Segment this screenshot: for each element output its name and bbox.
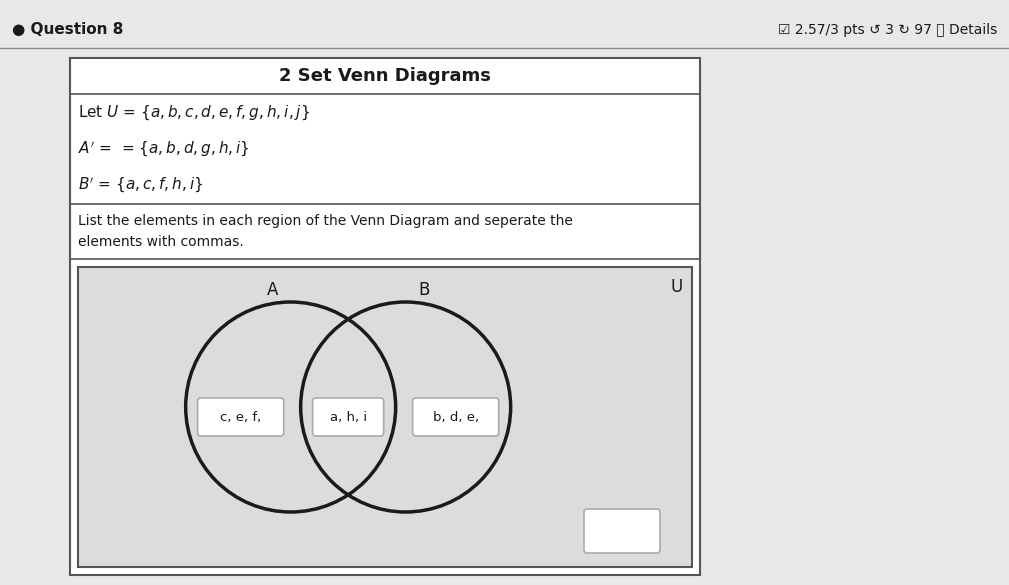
Text: A: A [267,281,278,299]
Text: $B'$ = {$a, c, f, h, i$}: $B'$ = {$a, c, f, h, i$} [78,176,203,195]
Text: c, e, f,: c, e, f, [220,411,261,424]
Text: b, d, e,: b, d, e, [433,411,478,424]
Text: 2 Set Venn Diagrams: 2 Set Venn Diagrams [279,67,491,85]
FancyBboxPatch shape [313,398,383,436]
Text: elements with commas.: elements with commas. [78,236,244,249]
FancyBboxPatch shape [413,398,498,436]
Text: a, h, i: a, h, i [330,411,366,424]
Text: B: B [418,281,430,299]
Bar [78,267,692,567]
Text: U: U [671,278,683,296]
Text: List the elements in each region of the Venn Diagram and seperate the: List the elements in each region of the … [78,214,573,228]
Text: $A'$ =  = {$a, b, d, g, h, i$}: $A'$ = = {$a, b, d, g, h, i$} [78,139,249,159]
FancyBboxPatch shape [584,509,660,553]
Text: ☑ 2.57/3 pts ↺ 3 ↻ 97 ⓘ Details: ☑ 2.57/3 pts ↺ 3 ↻ 97 ⓘ Details [778,23,997,37]
Bar [70,58,700,575]
Text: ● Question 8: ● Question 8 [12,22,123,37]
FancyBboxPatch shape [198,398,284,436]
Text: Let $U$ = {$a, b, c, d, e, f, g, h, i, j$}: Let $U$ = {$a, b, c, d, e, f, g, h, i, j… [78,103,310,122]
